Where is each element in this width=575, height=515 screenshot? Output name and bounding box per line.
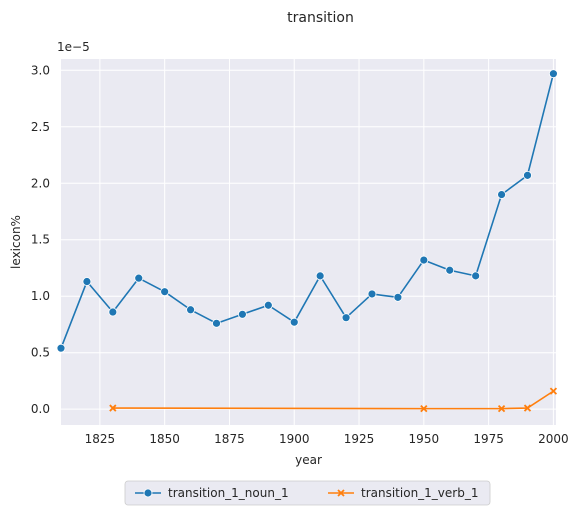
data-point-stroke [420, 404, 428, 413]
series-line [60, 73, 555, 349]
y-tick-label: 0.0 [31, 402, 50, 416]
data-point [315, 271, 325, 281]
y-axis-label: lexicon% [9, 215, 23, 269]
legend-marker [337, 489, 345, 497]
data-point [549, 387, 558, 395]
data-point [471, 271, 481, 281]
data-point [523, 170, 532, 180]
series-layer [56, 69, 558, 413]
legend-entry: transition_1_noun_1 [135, 486, 289, 500]
data-point [497, 190, 506, 199]
x-tick-label: 1925 [344, 432, 375, 446]
y-tick-label: 0.5 [31, 346, 50, 360]
y-tick-label: 2.0 [31, 176, 50, 190]
y-tick-label: 3.0 [31, 63, 50, 77]
x-tick-label: 1875 [214, 432, 245, 446]
grid [61, 59, 556, 425]
legend-label: transition_1_noun_1 [168, 486, 289, 500]
legend-box [124, 480, 491, 506]
data-point [186, 305, 195, 315]
data-point [419, 255, 429, 265]
y-tick-label: 1.0 [31, 289, 50, 303]
data-point [367, 289, 377, 299]
data-point [56, 343, 66, 353]
x-tick-label: 1900 [279, 432, 310, 446]
series-1 [56, 69, 558, 353]
x-tick-label: 1975 [473, 432, 504, 446]
legend-entry: transition_1_verb_1 [328, 486, 478, 500]
data-point-stroke [549, 387, 558, 395]
x-tick-label: 1850 [149, 432, 180, 446]
data-point [445, 265, 455, 275]
data-point [341, 313, 351, 323]
legend-marker [143, 488, 153, 498]
x-tick-label: 2000 [538, 432, 569, 446]
legend-label: transition_1_verb_1 [361, 486, 478, 500]
data-point [108, 307, 118, 317]
chart-title: transition [287, 10, 354, 26]
data-point [238, 309, 247, 319]
data-point [289, 317, 299, 327]
y-tick-label: 2.5 [31, 120, 50, 134]
data-point [160, 287, 170, 297]
y-tick-label: 1.5 [31, 233, 50, 247]
legend-marker-stroke [337, 489, 345, 497]
data-point [109, 404, 117, 412]
y-axis-offset-label: 1e−5 [57, 40, 90, 54]
x-axis-label: year [295, 453, 322, 467]
data-point [420, 404, 428, 413]
data-point [393, 292, 403, 302]
data-point [549, 69, 558, 79]
data-point [263, 300, 273, 310]
x-axis: 1825 1850 1875 1900 1925 1950 1975 2000 [85, 432, 569, 446]
data-point [497, 404, 506, 413]
series-2 [109, 387, 558, 413]
data-point [134, 273, 144, 283]
data-point [82, 277, 92, 286]
data-point-stroke [523, 404, 532, 412]
data-point [212, 318, 221, 328]
plot-background [61, 59, 556, 425]
x-tick-label: 1825 [85, 432, 116, 446]
data-point [523, 404, 532, 412]
x-tick-label: 1950 [409, 432, 440, 446]
legend: transition_1_noun_1 transition_1_verb_1 [124, 480, 491, 506]
y-axis: 0.0 0.5 1.0 1.5 2.0 2.5 3.0 [31, 63, 50, 416]
data-point-stroke [109, 404, 117, 412]
data-point-stroke [497, 404, 506, 413]
